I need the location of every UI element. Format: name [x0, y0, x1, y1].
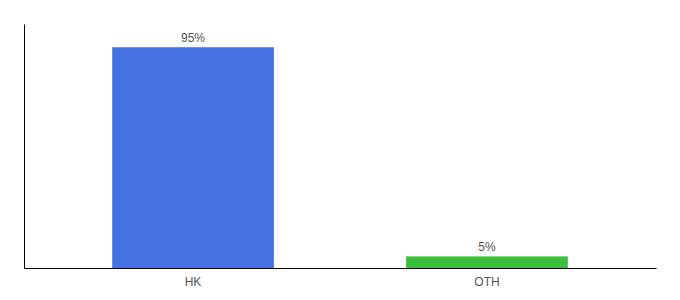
x-tick-label: HK: [185, 275, 202, 289]
plot-area: HK OTH 95% 5%: [25, 25, 657, 289]
x-tick: HK: [185, 275, 202, 289]
bars: [112, 47, 568, 268]
data-label: 5%: [478, 240, 496, 254]
chart-container: HK OTH 95% 5%: [0, 0, 680, 300]
y-axis: [24, 25, 25, 269]
data-label: 95%: [181, 31, 205, 45]
bar: [406, 256, 568, 268]
x-tick-label: OTH: [474, 275, 499, 289]
y-axis-line: [24, 25, 25, 269]
data-labels: 95% 5%: [181, 31, 496, 254]
chart-svg: HK OTH 95% 5%: [0, 0, 680, 300]
x-axis-line: [25, 268, 657, 269]
x-axis: HK OTH: [25, 269, 657, 289]
bar: [112, 47, 274, 268]
x-tick: OTH: [474, 275, 499, 289]
